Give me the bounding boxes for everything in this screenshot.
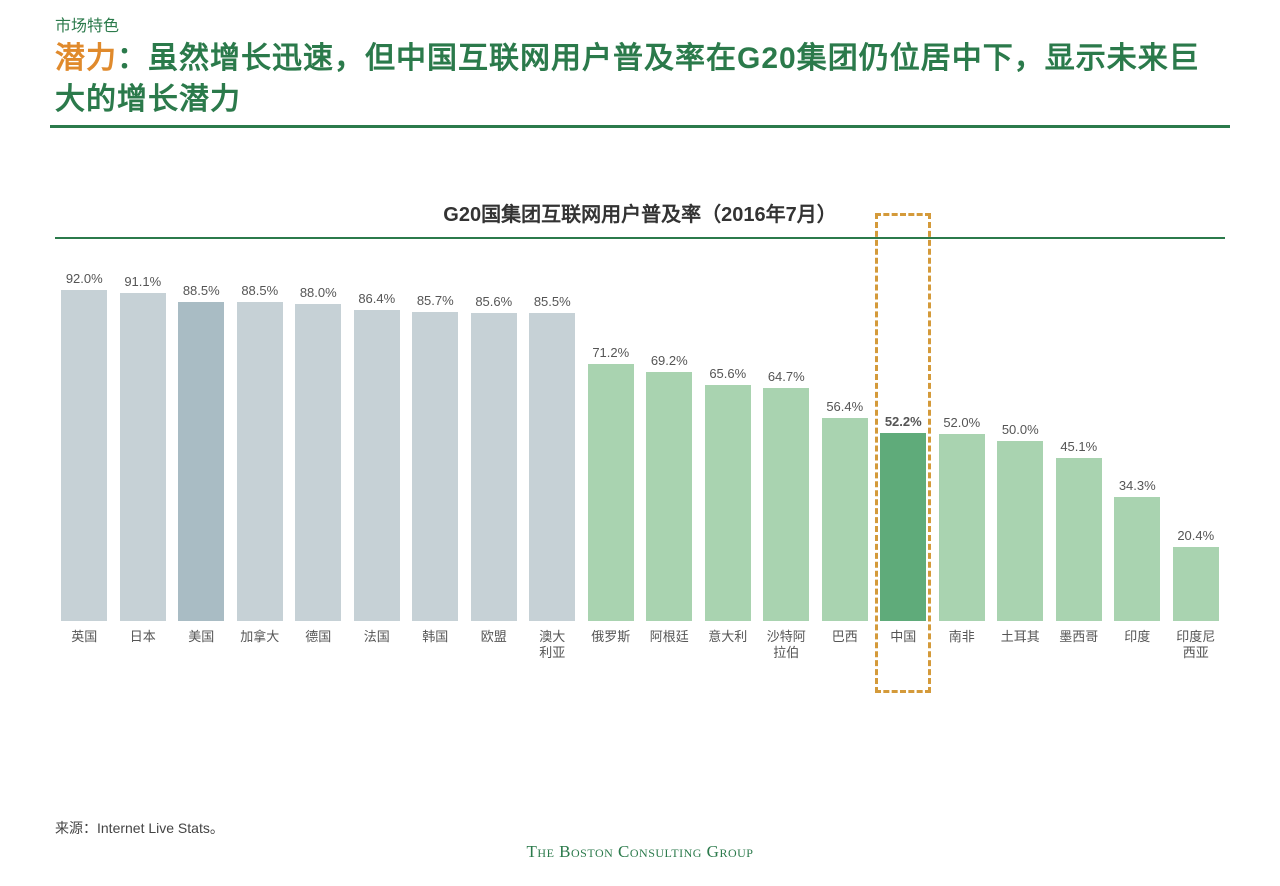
bar-value-label: 69.2% bbox=[651, 353, 688, 368]
x-label: 巴西 bbox=[816, 629, 875, 662]
slide-page: 市场特色 潜力：虽然增长迅速，但中国互联网用户普及率在G20集团仍位居中下，显示… bbox=[0, 0, 1280, 886]
x-label: 中国 bbox=[874, 629, 933, 662]
bar-value-label: 71.2% bbox=[592, 345, 629, 360]
bar-value-label: 64.7% bbox=[768, 369, 805, 384]
x-label: 德国 bbox=[289, 629, 348, 662]
bar-col: 65.6% bbox=[699, 261, 758, 621]
bar-col: 88.5% bbox=[172, 261, 231, 621]
x-label: 墨西哥 bbox=[1050, 629, 1109, 662]
bar-value-label: 45.1% bbox=[1060, 439, 1097, 454]
bar-value-label: 85.5% bbox=[534, 294, 571, 309]
bar-col: 85.6% bbox=[465, 261, 524, 621]
chart-title: G20国集团互联网用户普及率（2016年7月） bbox=[55, 198, 1225, 227]
bar bbox=[1173, 547, 1219, 620]
bar-value-label: 56.4% bbox=[826, 399, 863, 414]
bar-value-label: 88.5% bbox=[241, 283, 278, 298]
bar bbox=[646, 372, 692, 621]
bar-col: 45.1% bbox=[1050, 261, 1109, 621]
x-label: 澳大利亚 bbox=[523, 629, 582, 662]
bar bbox=[295, 304, 341, 621]
bar bbox=[822, 418, 868, 621]
bar-value-label: 91.1% bbox=[124, 274, 161, 289]
bar-col: 56.4% bbox=[816, 261, 875, 621]
x-label: 加拿大 bbox=[231, 629, 290, 662]
bar-value-label: 50.0% bbox=[1002, 422, 1039, 437]
bar bbox=[763, 388, 809, 621]
bar bbox=[705, 385, 751, 621]
bar bbox=[997, 441, 1043, 621]
bar-col: 50.0% bbox=[991, 261, 1050, 621]
x-label: 美国 bbox=[172, 629, 231, 662]
bar bbox=[880, 433, 926, 621]
title-accent: 潜力 bbox=[55, 42, 117, 75]
slide-title: 潜力：虽然增长迅速，但中国互联网用户普及率在G20集团仍位居中下，显示未来巨大的… bbox=[55, 38, 1225, 121]
bar-value-label: 88.0% bbox=[300, 285, 337, 300]
bar-col: 91.1% bbox=[114, 261, 173, 621]
bar bbox=[61, 290, 107, 621]
bar bbox=[354, 310, 400, 621]
x-label: 印度尼西亚 bbox=[1167, 629, 1226, 662]
bar bbox=[178, 302, 224, 621]
bar bbox=[471, 313, 517, 621]
footer-brand: The Boston Consulting Group bbox=[0, 842, 1280, 862]
bar-value-label: 34.3% bbox=[1119, 478, 1156, 493]
bar-col: 71.2% bbox=[582, 261, 641, 621]
bar bbox=[120, 293, 166, 621]
x-label: 土耳其 bbox=[991, 629, 1050, 662]
x-label: 俄罗斯 bbox=[582, 629, 641, 662]
x-label: 欧盟 bbox=[465, 629, 524, 662]
bar-value-label: 20.4% bbox=[1177, 528, 1214, 543]
bar-col: 64.7% bbox=[757, 261, 816, 621]
x-label: 英国 bbox=[55, 629, 114, 662]
bar bbox=[237, 302, 283, 621]
bar-value-label: 65.6% bbox=[709, 366, 746, 381]
x-label: 南非 bbox=[933, 629, 992, 662]
slide-header: 市场特色 潜力：虽然增长迅速，但中国互联网用户普及率在G20集团仍位居中下，显示… bbox=[0, 0, 1280, 121]
bar-col: 69.2% bbox=[640, 261, 699, 621]
bar-value-label: 88.5% bbox=[183, 283, 220, 298]
x-label: 沙特阿拉伯 bbox=[757, 629, 816, 662]
chart-title-underline bbox=[55, 237, 1225, 239]
bar-col: 85.5% bbox=[523, 261, 582, 621]
footer-brand-text: The Boston Consulting Group bbox=[527, 842, 754, 861]
chart-container: G20国集团互联网用户普及率（2016年7月） 92.0% 91.1% 88.5% 8… bbox=[0, 128, 1280, 701]
bar-col: 86.4% bbox=[348, 261, 407, 621]
bar-value-label: 86.4% bbox=[358, 291, 395, 306]
source-note: 来源：Internet Live Stats。 bbox=[55, 818, 224, 838]
bar bbox=[1056, 458, 1102, 620]
x-label: 法国 bbox=[348, 629, 407, 662]
bar bbox=[588, 364, 634, 620]
bar bbox=[412, 312, 458, 621]
title-rest: ：虽然增长迅速，但中国互联网用户普及率在G20集团仍位居中下，显示未来巨大的增长… bbox=[55, 42, 1200, 116]
bar-col: 92.0% bbox=[55, 261, 114, 621]
x-label: 日本 bbox=[114, 629, 173, 662]
x-label: 印度 bbox=[1108, 629, 1167, 662]
bar bbox=[939, 434, 985, 621]
bar-value-label: 52.2% bbox=[885, 414, 922, 429]
bar-value-label: 85.7% bbox=[417, 293, 454, 308]
chart-body: 92.0% 91.1% 88.5% 88.5% 88.0% 86.4% 85.7% 85.6%… bbox=[55, 261, 1225, 701]
bar-col: 52.0% bbox=[933, 261, 992, 621]
bar-col: 34.3% bbox=[1108, 261, 1167, 621]
bar-col: 88.5% bbox=[231, 261, 290, 621]
bar bbox=[529, 313, 575, 621]
bar-col: 85.7% bbox=[406, 261, 465, 621]
x-axis-labels: 英国日本美国加拿大德国法国韩国欧盟澳大利亚俄罗斯阿根廷意大利沙特阿拉伯巴西中国南… bbox=[55, 629, 1225, 662]
bar-col: 88.0% bbox=[289, 261, 348, 621]
bar-value-label: 52.0% bbox=[943, 415, 980, 430]
bar-col: 52.2% bbox=[874, 261, 933, 621]
bar-col: 20.4% bbox=[1167, 261, 1226, 621]
bars-row: 92.0% 91.1% 88.5% 88.5% 88.0% 86.4% 85.7% 85.6%… bbox=[55, 261, 1225, 621]
bar-value-label: 85.6% bbox=[475, 294, 512, 309]
bar-value-label: 92.0% bbox=[66, 271, 103, 286]
x-label: 意大利 bbox=[699, 629, 758, 662]
overline-text: 市场特色 bbox=[55, 12, 1225, 36]
x-label: 韩国 bbox=[406, 629, 465, 662]
x-label: 阿根廷 bbox=[640, 629, 699, 662]
bar bbox=[1114, 497, 1160, 620]
